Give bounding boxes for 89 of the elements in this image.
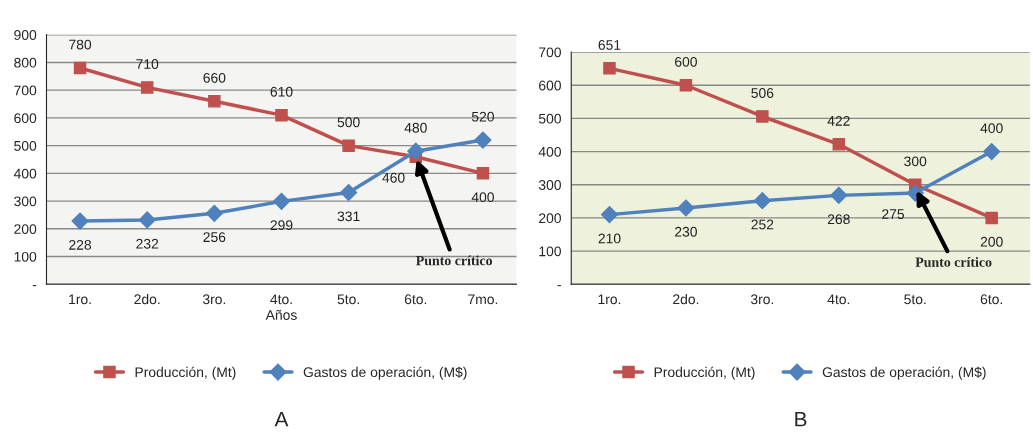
point — [753, 192, 771, 210]
point — [600, 206, 619, 224]
data-label: 252 — [751, 219, 774, 230]
data-label: 610 — [270, 86, 293, 97]
data-label: 210 — [598, 233, 621, 244]
point — [985, 211, 998, 225]
point — [476, 167, 490, 180]
y-tick-label: 700 — [539, 47, 561, 58]
point — [474, 131, 492, 149]
x-tick-label: 5to. — [904, 294, 926, 305]
data-label: 275 — [882, 209, 905, 219]
y-tick-label: - — [32, 285, 37, 287]
text: A — [274, 412, 289, 427]
data-label: 400 — [980, 123, 1003, 134]
point — [340, 183, 358, 202]
data-label: 460 — [382, 172, 405, 183]
y-tick-label: 900 — [14, 30, 37, 40]
point — [73, 61, 87, 75]
y-tick-label: 100 — [14, 251, 37, 262]
point — [275, 108, 288, 122]
data-label: 228 — [69, 239, 92, 250]
x-tick-label: 5to. — [337, 294, 359, 305]
data-label: 780 — [69, 39, 92, 50]
y-tick-label: 600 — [539, 80, 561, 91]
y-tick-label: 500 — [14, 140, 37, 151]
x-tick-label: 6to. — [980, 294, 1002, 305]
y-tick-label: 300 — [14, 196, 37, 207]
data-label: 710 — [136, 59, 159, 69]
data-label: 520 — [471, 111, 494, 122]
data-label: 651 — [598, 40, 621, 50]
x-tick-label: 6to. — [404, 294, 427, 305]
point — [140, 81, 154, 94]
data-label: 230 — [675, 226, 697, 237]
annotation: Punto crítico — [915, 257, 992, 267]
x-tick-label: 1ro. — [598, 294, 621, 305]
y-tick-label: 700 — [14, 85, 37, 96]
y-tick-label: 800 — [14, 57, 37, 68]
y-tick-label: 100 — [539, 246, 561, 257]
x-tick-label: 1ro. — [69, 294, 91, 305]
data-label: 299 — [270, 220, 293, 231]
data-label: 300 — [904, 156, 927, 167]
data-label: 268 — [827, 214, 850, 225]
point — [756, 110, 769, 123]
data-label: 232 — [136, 238, 159, 249]
point — [205, 204, 223, 222]
point — [138, 211, 156, 229]
annotation: Punto crítico — [416, 255, 493, 266]
point — [71, 212, 89, 230]
x-tick-label: 7mo. — [468, 294, 498, 305]
data-label: 506 — [751, 88, 774, 98]
data-label: 331 — [337, 211, 360, 222]
point — [342, 139, 355, 152]
x-tick-label: 2do. — [673, 293, 699, 305]
y-tick-label: 500 — [538, 113, 561, 124]
point — [832, 138, 846, 151]
data-label: 422 — [827, 115, 850, 126]
point — [830, 186, 848, 204]
legend-label: Gastos de operación, (M$) — [822, 366, 986, 380]
y-tick-label: - — [557, 285, 561, 287]
y-tick-label: 400 — [538, 146, 561, 157]
y-tick-label: 200 — [539, 213, 561, 224]
data-label: 600 — [675, 56, 697, 67]
data-label: 256 — [203, 232, 226, 243]
data-label: 400 — [471, 192, 494, 203]
x-tick-label: 3ro. — [750, 294, 774, 305]
y-tick-label: 200 — [14, 224, 37, 234]
data-label: 480 — [404, 122, 427, 133]
text: B — [795, 412, 807, 427]
x-tick-label: 2do. — [134, 293, 160, 305]
legend-label: Gastos de operación, (M$) — [303, 366, 467, 380]
legend-label: Producción, (Mt) — [654, 366, 755, 380]
x-tick-label: 4to. — [827, 294, 850, 305]
point — [208, 95, 221, 108]
y-tick-label: 400 — [13, 168, 37, 179]
point — [272, 192, 291, 210]
y-tick-label: 600 — [14, 113, 37, 124]
y-tick-label: 300 — [538, 180, 561, 190]
point — [679, 78, 693, 92]
point — [603, 62, 616, 75]
x-tick-label: 4to. — [270, 294, 292, 305]
data-label: 500 — [337, 117, 360, 128]
data-label: 660 — [203, 72, 226, 83]
x-tick-label: 3ro. — [202, 294, 226, 305]
x-axis-title: Años — [265, 309, 297, 320]
data-label: 200 — [980, 236, 1003, 247]
legend-label: Producción, (Mt) — [135, 366, 236, 380]
point — [983, 143, 1001, 161]
point — [677, 199, 695, 217]
point — [407, 142, 425, 160]
